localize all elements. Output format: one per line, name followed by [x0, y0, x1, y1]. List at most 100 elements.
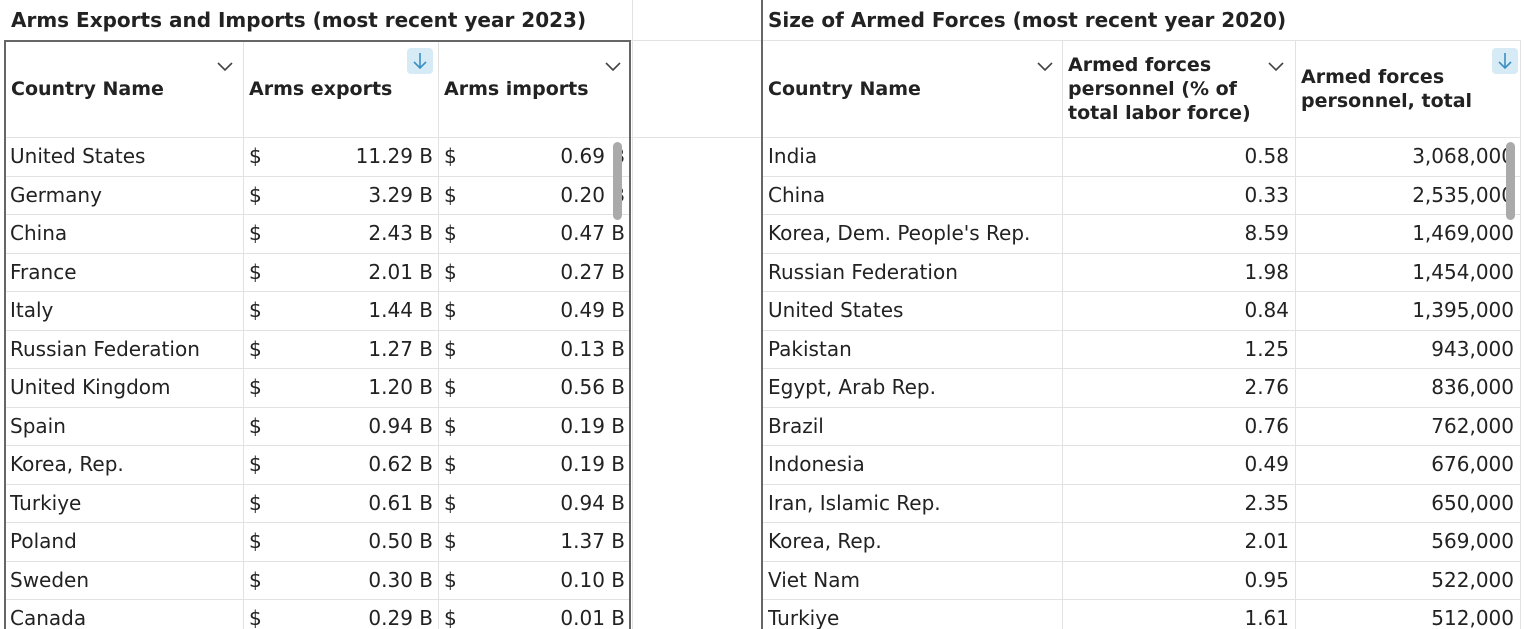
- amount-cell[interactable]: 2.01 B: [368, 259, 433, 284]
- amount-cell[interactable]: 0.94 B: [560, 490, 625, 515]
- amount-cell[interactable]: 0.19 B: [560, 413, 625, 438]
- country-cell[interactable]: United States: [10, 144, 146, 168]
- amount-cell[interactable]: 1.27 B: [368, 336, 433, 361]
- number-cell[interactable]: 2.01: [1244, 529, 1289, 553]
- column-header[interactable]: Country Name: [768, 77, 921, 100]
- amount-cell[interactable]: 0.30 B: [368, 567, 433, 592]
- currency-cell[interactable]: $: [444, 375, 457, 399]
- amount-cell[interactable]: 2.43 B: [368, 221, 433, 245]
- currency-cell[interactable]: $: [249, 413, 262, 438]
- country-cell[interactable]: Turkiye: [10, 490, 82, 515]
- number-cell[interactable]: 2,535,000: [1412, 182, 1514, 207]
- number-cell[interactable]: 569,000: [1431, 529, 1514, 553]
- dropdown-icon[interactable]: [605, 57, 621, 72]
- number-cell[interactable]: 8.59: [1244, 221, 1289, 245]
- number-cell[interactable]: 2.35: [1244, 490, 1289, 515]
- number-cell[interactable]: 0.95: [1244, 567, 1289, 592]
- number-cell[interactable]: 1,454,000: [1412, 259, 1514, 284]
- amount-cell[interactable]: 0.49 B: [560, 298, 625, 322]
- column-header[interactable]: Armed forces personnel (% of total labor…: [1068, 53, 1251, 124]
- amount-cell[interactable]: 0.29 B: [368, 606, 433, 629]
- scrollbar[interactable]: [1506, 142, 1515, 220]
- currency-cell[interactable]: $: [249, 606, 262, 629]
- number-cell[interactable]: 1,395,000: [1412, 298, 1514, 322]
- currency-cell[interactable]: $: [249, 298, 262, 322]
- amount-cell[interactable]: 0.94 B: [368, 413, 433, 438]
- country-cell[interactable]: Russian Federation: [10, 336, 200, 361]
- column-header[interactable]: Country Name: [11, 77, 164, 100]
- currency-cell[interactable]: $: [249, 336, 262, 361]
- amount-cell[interactable]: 0.61 B: [368, 490, 433, 515]
- currency-cell[interactable]: $: [444, 182, 457, 207]
- dropdown-icon[interactable]: [1037, 57, 1053, 72]
- scrollbar[interactable]: [613, 142, 622, 220]
- country-cell[interactable]: United Kingdom: [10, 375, 171, 399]
- amount-cell[interactable]: 0.01 B: [560, 606, 625, 629]
- number-cell[interactable]: 3,068,000: [1412, 144, 1514, 168]
- number-cell[interactable]: 1.25: [1244, 336, 1289, 361]
- currency-cell[interactable]: $: [444, 452, 457, 476]
- currency-cell[interactable]: $: [249, 221, 262, 245]
- country-cell[interactable]: Korea, Dem. People's Rep.: [768, 221, 1031, 245]
- number-cell[interactable]: 0.49: [1244, 452, 1289, 476]
- currency-cell[interactable]: $: [444, 529, 457, 553]
- currency-cell[interactable]: $: [444, 259, 457, 284]
- currency-cell[interactable]: $: [444, 144, 457, 168]
- amount-cell[interactable]: 1.44 B: [368, 298, 433, 322]
- currency-cell[interactable]: $: [249, 375, 262, 399]
- currency-cell[interactable]: $: [249, 529, 262, 553]
- country-cell[interactable]: Canada: [10, 606, 87, 629]
- country-cell[interactable]: Spain: [10, 413, 66, 438]
- country-cell[interactable]: Brazil: [768, 413, 824, 438]
- country-cell[interactable]: Italy: [10, 298, 54, 322]
- currency-cell[interactable]: $: [249, 490, 262, 515]
- amount-cell[interactable]: 0.62 B: [368, 452, 433, 476]
- sort-icon[interactable]: [1492, 48, 1518, 74]
- amount-cell[interactable]: 1.37 B: [560, 529, 625, 553]
- country-cell[interactable]: Iran, Islamic Rep.: [768, 490, 941, 515]
- number-cell[interactable]: 762,000: [1431, 413, 1514, 438]
- dropdown-icon[interactable]: [217, 57, 233, 72]
- currency-cell[interactable]: $: [249, 567, 262, 592]
- number-cell[interactable]: 522,000: [1431, 567, 1514, 592]
- amount-cell[interactable]: 11.29 B: [355, 144, 433, 168]
- column-header[interactable]: Arms imports: [444, 77, 589, 100]
- currency-cell[interactable]: $: [444, 298, 457, 322]
- number-cell[interactable]: 676,000: [1431, 452, 1514, 476]
- number-cell[interactable]: 0.84: [1244, 298, 1289, 322]
- amount-cell[interactable]: 0.19 B: [560, 452, 625, 476]
- country-cell[interactable]: China: [10, 221, 68, 245]
- currency-cell[interactable]: $: [249, 452, 262, 476]
- amount-cell[interactable]: 0.47 B: [560, 221, 625, 245]
- number-cell[interactable]: 943,000: [1431, 336, 1514, 361]
- currency-cell[interactable]: $: [444, 490, 457, 515]
- amount-cell[interactable]: 0.13 B: [560, 336, 625, 361]
- amount-cell[interactable]: 0.20 B: [560, 182, 625, 207]
- amount-cell[interactable]: 3.29 B: [368, 182, 433, 207]
- amount-cell[interactable]: 0.50 B: [368, 529, 433, 553]
- country-cell[interactable]: Indonesia: [768, 452, 865, 476]
- column-header[interactable]: Armed forces personnel, total: [1301, 65, 1473, 112]
- country-cell[interactable]: Korea, Rep.: [10, 452, 124, 476]
- country-cell[interactable]: India: [768, 144, 818, 168]
- number-cell[interactable]: 512,000: [1431, 606, 1514, 629]
- currency-cell[interactable]: $: [249, 259, 262, 284]
- number-cell[interactable]: 1,469,000: [1412, 221, 1514, 245]
- amount-cell[interactable]: 0.27 B: [560, 259, 625, 284]
- country-cell[interactable]: Korea, Rep.: [768, 529, 882, 553]
- dropdown-icon[interactable]: [1268, 57, 1284, 72]
- currency-cell[interactable]: $: [249, 182, 262, 207]
- currency-cell[interactable]: $: [444, 221, 457, 245]
- amount-cell[interactable]: 0.56 B: [560, 375, 625, 399]
- number-cell[interactable]: 1.61: [1244, 606, 1289, 629]
- currency-cell[interactable]: $: [444, 336, 457, 361]
- number-cell[interactable]: 0.33: [1244, 182, 1289, 207]
- country-cell[interactable]: Germany: [10, 182, 102, 207]
- country-cell[interactable]: United States: [768, 298, 904, 322]
- country-cell[interactable]: Russian Federation: [768, 259, 958, 284]
- currency-cell[interactable]: $: [249, 144, 262, 168]
- currency-cell[interactable]: $: [444, 413, 457, 438]
- number-cell[interactable]: 2.76: [1244, 375, 1289, 399]
- country-cell[interactable]: France: [10, 259, 77, 284]
- amount-cell[interactable]: 1.20 B: [368, 375, 433, 399]
